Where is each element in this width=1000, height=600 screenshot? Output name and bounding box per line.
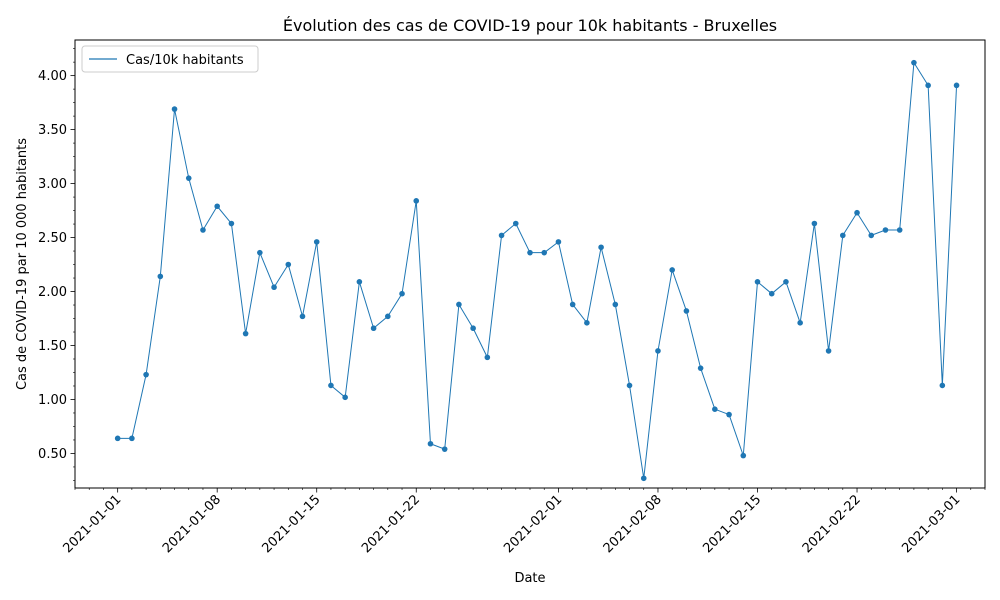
data-point xyxy=(626,382,633,389)
x-tick-label: 2021-01-08 xyxy=(160,492,224,556)
plot-area xyxy=(75,40,985,488)
data-point xyxy=(370,325,377,332)
data-point xyxy=(441,446,448,452)
data-point xyxy=(242,330,249,337)
x-tick-label: 2021-01-01 xyxy=(60,492,124,556)
data-point xyxy=(896,227,903,233)
data-point xyxy=(925,82,931,89)
data-point xyxy=(569,301,576,308)
data-point xyxy=(811,220,818,227)
data-point xyxy=(456,301,462,308)
data-point xyxy=(470,325,476,332)
data-point xyxy=(313,239,320,245)
data-point xyxy=(584,320,590,326)
data-point xyxy=(342,394,348,401)
data-point xyxy=(484,354,491,361)
data-point xyxy=(768,290,775,297)
data-point xyxy=(697,365,704,371)
data-point xyxy=(612,301,619,308)
data-point xyxy=(257,249,263,256)
x-axis-label: Date xyxy=(514,571,545,586)
y-tick-label: 2.00 xyxy=(38,285,67,300)
data-point xyxy=(683,308,690,314)
data-point xyxy=(171,106,178,112)
data-point xyxy=(356,279,363,285)
series-layer xyxy=(114,59,960,482)
y-tick-label: 3.50 xyxy=(38,123,67,138)
data-point xyxy=(285,261,292,268)
plot-frame xyxy=(74,39,986,489)
x-tick-label: 2021-02-15 xyxy=(700,492,764,556)
data-point xyxy=(598,244,604,251)
data-point xyxy=(185,175,192,181)
data-point xyxy=(299,313,306,320)
y-tick-label: 1.50 xyxy=(38,339,67,354)
data-point xyxy=(413,198,420,204)
data-point xyxy=(427,440,434,447)
data-point xyxy=(541,249,548,256)
data-point xyxy=(797,320,803,326)
y-axis-ticks: 0.50 1.00 1.50 2.00 2.50 3.00 3.50 4.00 xyxy=(38,48,75,481)
y-tick-label: 4.00 xyxy=(38,69,67,84)
data-point xyxy=(271,284,277,291)
data-point xyxy=(669,267,675,273)
data-point xyxy=(854,209,860,216)
y-tick-label: 2.50 xyxy=(38,231,67,246)
legend-label: Cas/10k habitants xyxy=(126,53,244,68)
data-point xyxy=(655,348,661,354)
data-point xyxy=(939,382,946,389)
data-point xyxy=(740,452,747,459)
data-point xyxy=(868,232,875,239)
y-tick-label: 3.00 xyxy=(38,177,67,192)
data-point xyxy=(114,435,121,442)
data-point xyxy=(143,371,149,378)
x-axis-ticks: 2021-01-01 2021-01-08 2021-01-15 2021-01-22… xyxy=(60,488,986,556)
data-point xyxy=(214,203,220,210)
data-point xyxy=(712,406,718,413)
legend-box xyxy=(81,45,259,73)
y-axis-label: Cas de COVID-19 par 10 000 habitants xyxy=(15,138,30,390)
data-point xyxy=(498,232,505,239)
data-point xyxy=(228,220,235,227)
data-point xyxy=(911,59,917,66)
legend: Cas/10k habitants xyxy=(81,45,259,73)
data-point xyxy=(726,411,732,418)
data-point xyxy=(555,239,562,245)
data-point xyxy=(783,279,789,285)
x-tick-label: 2021-01-22 xyxy=(359,492,423,556)
chart-title: Évolution des cas de COVID-19 pour 10k h… xyxy=(283,16,777,35)
data-point xyxy=(840,232,846,239)
x-tick-label: 2021-02-08 xyxy=(601,492,665,556)
series-line xyxy=(117,62,958,479)
y-tick-label: 0.50 xyxy=(38,447,67,462)
data-point xyxy=(512,220,519,227)
data-point xyxy=(385,313,391,320)
data-point xyxy=(129,435,135,442)
y-tick-label: 1.00 xyxy=(38,393,67,408)
data-point xyxy=(527,249,533,256)
data-point xyxy=(825,348,832,354)
data-point xyxy=(754,279,761,285)
x-tick-label: 2021-02-22 xyxy=(800,492,864,556)
data-point xyxy=(640,475,647,482)
x-tick-label: 2021-03-01 xyxy=(899,492,963,556)
data-point xyxy=(328,382,334,389)
x-tick-label: 2021-02-01 xyxy=(501,492,565,556)
data-point xyxy=(399,290,405,297)
x-tick-label: 2021-01-15 xyxy=(260,492,324,556)
data-point xyxy=(882,227,889,233)
data-point xyxy=(157,273,164,280)
data-point xyxy=(200,227,206,233)
data-point xyxy=(953,82,960,89)
